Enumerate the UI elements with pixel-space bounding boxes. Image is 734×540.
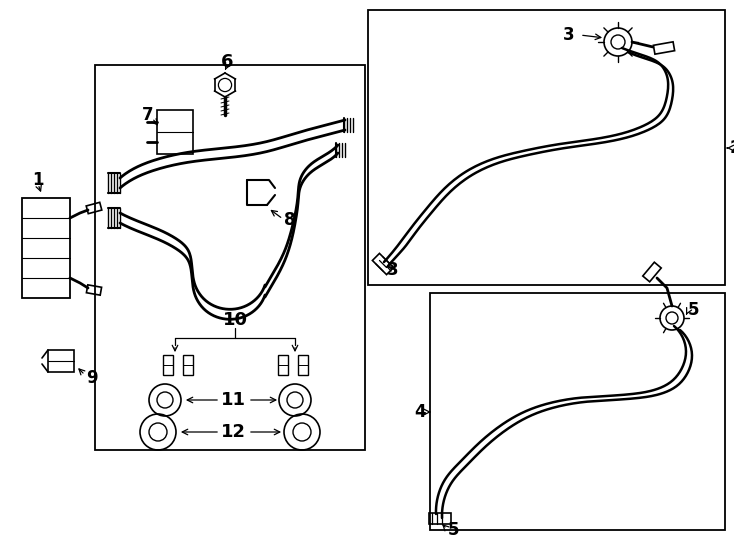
- Text: 4: 4: [415, 403, 426, 421]
- Text: 3: 3: [564, 26, 575, 44]
- Text: 1: 1: [32, 171, 44, 189]
- Bar: [48, 350, 74, 372]
- Bar: [183, 355, 193, 375]
- Text: 8: 8: [284, 211, 296, 229]
- Text: 5: 5: [688, 301, 700, 319]
- Text: 9: 9: [86, 369, 98, 387]
- Bar: [430, 293, 725, 530]
- Bar: [157, 110, 193, 154]
- Bar: [163, 355, 173, 375]
- Text: 10: 10: [222, 311, 247, 329]
- Bar: [278, 355, 288, 375]
- Text: 12: 12: [220, 423, 245, 441]
- Bar: [298, 355, 308, 375]
- Text: 7: 7: [142, 106, 154, 124]
- Bar: [95, 65, 365, 450]
- Bar: [22, 198, 70, 298]
- Text: 5: 5: [448, 521, 459, 539]
- Text: 2: 2: [730, 139, 734, 157]
- Text: 6: 6: [221, 53, 233, 71]
- Text: 3: 3: [386, 261, 398, 279]
- Bar: [368, 10, 725, 285]
- Text: 11: 11: [220, 391, 245, 409]
